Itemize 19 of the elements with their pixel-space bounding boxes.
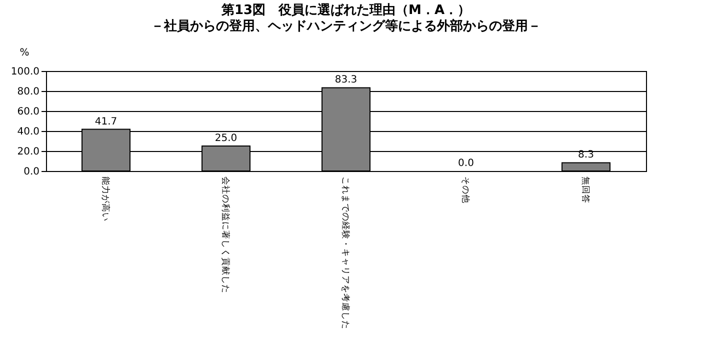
y-tick-label: 100.0 xyxy=(10,66,40,78)
x-tick-label: 能力が高い xyxy=(100,176,111,222)
y-tick-label: 40.0 xyxy=(17,126,40,138)
data-label: 0.0 xyxy=(458,158,474,169)
y-tick-label: 60.0 xyxy=(17,106,40,118)
y-tick-label: 80.0 xyxy=(17,86,40,98)
data-label: 41.7 xyxy=(94,116,118,128)
y-axis-title: % xyxy=(20,48,30,58)
bar xyxy=(562,162,610,172)
chart-subtitle: －社員からの登用、ヘッドハンティング等による外部からの登用－ xyxy=(151,18,541,34)
data-label: 25.0 xyxy=(214,133,238,144)
x-tick-label: これまでの経験・キャリアを考慮した xyxy=(340,176,351,330)
chart-title: 第13図 役員に選ばれた理由（M．A．） xyxy=(220,3,471,18)
x-tick-label: 無回答 xyxy=(580,176,591,204)
x-tick-label: その他 xyxy=(460,176,471,204)
y-tick-label: 20.0 xyxy=(17,146,40,158)
y-tick-label: 0.0 xyxy=(24,166,40,178)
x-tick-label: 会社の利益に著しく貢献した xyxy=(220,176,231,294)
data-label: 83.3 xyxy=(334,74,358,86)
